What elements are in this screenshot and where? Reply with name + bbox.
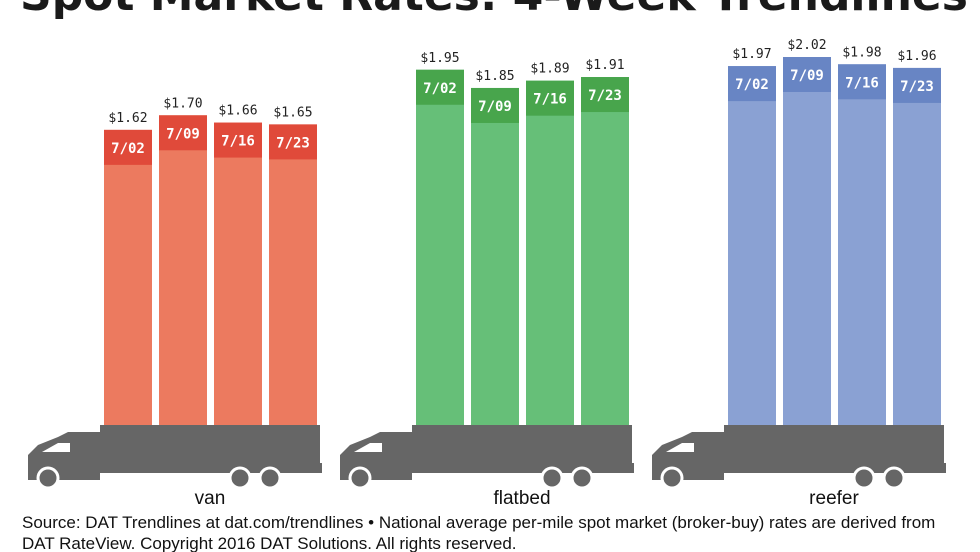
panel: 7/02 $1.62 7/09 $1.70 7/16 $1.66 7/23 $1.65 van: [28, 96, 322, 509]
wheel: [228, 466, 252, 490]
date-label: 7/09: [790, 68, 824, 84]
bar-band: [783, 57, 831, 92]
wheel: [258, 466, 282, 490]
bar: [581, 77, 629, 425]
bar: [269, 124, 317, 425]
date-label: 7/16: [221, 134, 255, 150]
truck-window: [42, 443, 70, 452]
value-label: $1.65: [273, 105, 312, 120]
date-label: 7/09: [166, 126, 200, 142]
trailer-frame: [402, 463, 634, 473]
bar-band: [471, 87, 519, 123]
trailer-frame: [714, 463, 946, 473]
value-label: $1.85: [475, 69, 514, 84]
date-label: 7/16: [845, 75, 879, 91]
value-label: $1.70: [163, 96, 202, 111]
bar: [214, 122, 262, 425]
chart-title: Spot Market Rates: 4-Week Trendlines: [20, 0, 968, 21]
bar-band: [526, 80, 574, 116]
panel: 7/02 $1.97 7/09 $2.02 7/16 $1.98 7/23 $1.96 reef…: [652, 38, 946, 509]
wheel: [570, 466, 594, 490]
value-label: $1.95: [420, 51, 459, 66]
group-label: van: [195, 488, 226, 509]
source-note: Source: DAT Trendlines at dat.com/trendl…: [22, 513, 936, 552]
date-label: 7/02: [423, 81, 457, 97]
truck-window: [666, 443, 694, 452]
date-label: 7/02: [735, 77, 769, 93]
wheel: [540, 466, 564, 490]
wheel: [36, 466, 60, 490]
date-label: 7/02: [111, 141, 145, 157]
date-label: 7/23: [276, 135, 310, 151]
value-label: $1.91: [585, 58, 624, 73]
date-label: 7/09: [478, 99, 512, 115]
value-label: $1.62: [108, 111, 147, 126]
date-label: 7/16: [533, 92, 567, 108]
truck-window: [354, 443, 382, 452]
bar-band: [214, 122, 262, 158]
date-label: 7/23: [900, 79, 934, 95]
bar-band: [269, 124, 317, 160]
value-label: $1.89: [530, 62, 569, 77]
bar: [838, 64, 886, 425]
value-label: $1.97: [732, 47, 771, 62]
bar: [526, 80, 574, 425]
trailer-frame: [90, 463, 322, 473]
value-label: $1.96: [897, 49, 936, 64]
bar-band: [728, 66, 776, 102]
bar: [728, 66, 776, 425]
bar-band: [581, 77, 629, 113]
wheel: [660, 466, 684, 490]
date-label: 7/23: [588, 88, 622, 104]
wheel: [348, 466, 372, 490]
bar-band: [893, 67, 941, 103]
bar-band: [104, 129, 152, 165]
bar: [893, 67, 941, 425]
trailer: [724, 425, 944, 463]
bar: [783, 57, 831, 425]
bar-band: [159, 115, 207, 151]
group-label: flatbed: [493, 488, 550, 509]
bar: [416, 69, 464, 425]
group-label: reefer: [809, 488, 859, 509]
value-label: $2.02: [787, 38, 826, 53]
panel: 7/02 $1.95 7/09 $1.85 7/16 $1.89 7/23 $1.91 flat…: [340, 51, 634, 509]
bar-band: [416, 69, 464, 105]
value-label: $1.66: [218, 104, 257, 119]
trailer: [100, 425, 320, 463]
bar: [471, 87, 519, 425]
bar-band: [838, 64, 886, 100]
trailer: [412, 425, 632, 463]
bar: [159, 115, 207, 425]
wheel: [882, 466, 906, 490]
bar: [104, 129, 152, 426]
wheel: [852, 466, 876, 490]
value-label: $1.98: [842, 45, 881, 60]
